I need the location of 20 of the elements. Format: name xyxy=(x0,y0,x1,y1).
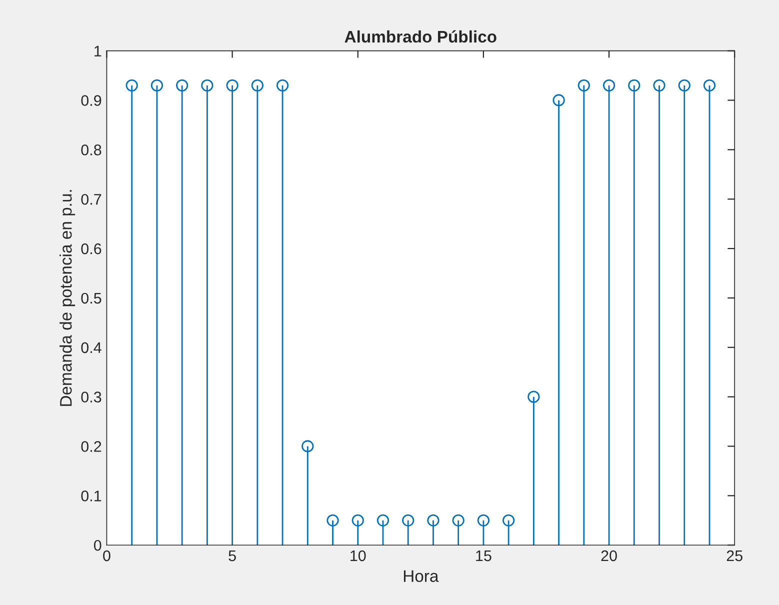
y-tick-label: 0 xyxy=(94,540,102,551)
y-tick-label: 0.7 xyxy=(81,194,102,205)
chart-title: Alumbrado Público xyxy=(344,30,496,43)
y-tick-label: 0.6 xyxy=(81,243,102,254)
y-axis-title: Demanda de potencia en p.u. xyxy=(60,190,76,406)
x-tick-label: 15 xyxy=(476,550,492,562)
y-tick-label: 0.5 xyxy=(81,292,102,304)
x-tick-label: 5 xyxy=(228,550,236,562)
x-tick-label: 25 xyxy=(726,550,742,562)
y-tick-label: 0.2 xyxy=(81,441,102,452)
y-tick-label: 0.8 xyxy=(81,144,102,156)
y-tick-label: 0.9 xyxy=(81,95,102,106)
y-tick-label: 0.1 xyxy=(81,490,102,502)
x-tick-label: 0 xyxy=(103,550,110,562)
x-tick-label: 20 xyxy=(601,550,617,562)
x-tick-label: 10 xyxy=(350,550,366,562)
x-axis-title: Hora xyxy=(404,570,439,582)
y-tick-label: 0.3 xyxy=(81,392,102,403)
y-tick-label: 1 xyxy=(94,46,102,56)
y-tick-label: 0.4 xyxy=(81,342,102,354)
